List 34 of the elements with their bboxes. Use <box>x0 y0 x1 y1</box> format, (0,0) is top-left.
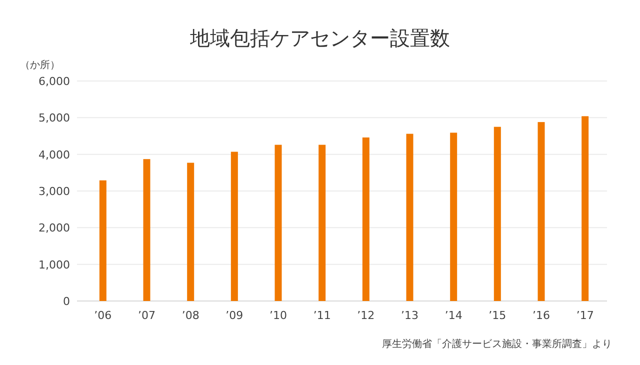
y-tick-label: 6,000 <box>38 75 70 88</box>
y-tick-label: 4,000 <box>38 148 70 162</box>
x-tick-label: ’13 <box>401 309 418 322</box>
y-tick-label: 1,000 <box>38 258 70 272</box>
bar <box>99 180 106 301</box>
x-tick-label: ’06 <box>94 309 112 322</box>
bar <box>318 144 326 301</box>
bar <box>187 162 194 301</box>
bar <box>538 122 545 301</box>
x-tick-label: ’16 <box>532 309 550 322</box>
bar <box>582 116 589 301</box>
y-axis-title: （か所） <box>20 59 60 71</box>
x-tick-label: ’14 <box>444 309 462 322</box>
bar <box>143 159 150 301</box>
x-tick-label: ’10 <box>270 309 287 322</box>
x-tick-label: ’12 <box>357 309 375 322</box>
x-tick-label: ’09 <box>226 309 244 322</box>
y-tick-label: 3,000 <box>38 185 70 198</box>
bar <box>494 126 501 301</box>
text: 厚生労働省「介護サービス施設・事業所調査」より <box>382 338 612 350</box>
bar <box>406 134 414 301</box>
y-tick-label: 2,000 <box>38 222 70 235</box>
x-tick-label: ’08 <box>182 309 200 322</box>
chart-title: 地域包括ケアセンター設置数 <box>189 26 450 50</box>
x-tick-label: ’07 <box>138 309 156 322</box>
bar <box>230 152 238 301</box>
bar <box>274 144 282 301</box>
y-tick-label: 5,000 <box>38 112 70 125</box>
bar <box>450 132 458 301</box>
x-tick-label: ’11 <box>313 309 331 322</box>
x-tick-label: ’17 <box>576 309 594 322</box>
x-tick-label: ’15 <box>488 309 506 322</box>
y-tick-label: 0 <box>63 295 70 308</box>
bar <box>362 137 370 301</box>
